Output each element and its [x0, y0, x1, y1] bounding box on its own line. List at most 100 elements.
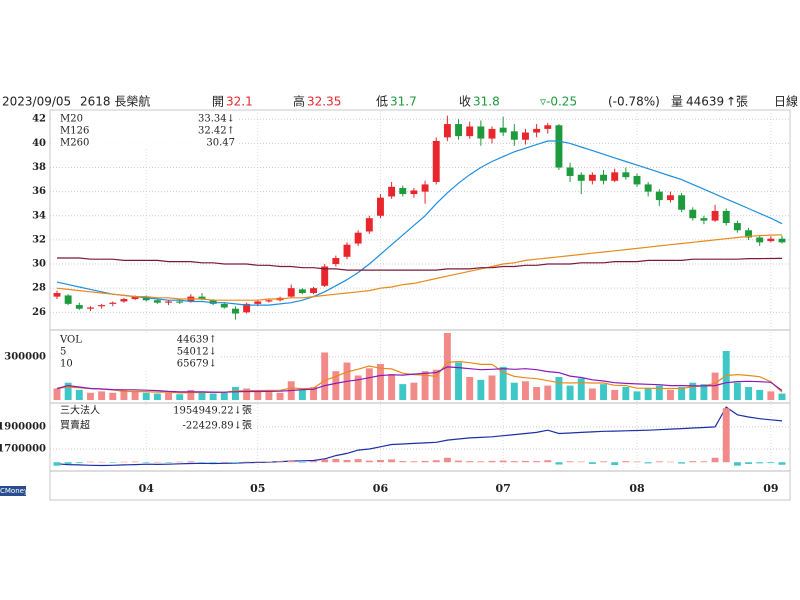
candle-body	[64, 295, 72, 304]
bar	[466, 461, 474, 463]
bar	[611, 462, 619, 466]
bar	[220, 461, 228, 463]
legend-value: 33.34↓	[198, 114, 235, 125]
y-tick-label: 38	[32, 162, 46, 173]
bar	[120, 461, 128, 463]
bar	[577, 378, 585, 400]
bar	[298, 462, 306, 463]
y-tick-label: 1700000	[0, 443, 46, 454]
series-line	[56, 406, 783, 467]
x-tick-label: 05	[250, 482, 265, 495]
bar	[566, 385, 574, 400]
bar	[544, 385, 552, 400]
bar	[689, 382, 697, 400]
candle-body	[611, 172, 619, 181]
x-tick-label: 07	[495, 482, 510, 495]
bar	[522, 381, 529, 400]
low: 31.7	[390, 95, 417, 109]
bar	[176, 394, 184, 400]
bar	[544, 460, 552, 463]
bar	[655, 385, 663, 400]
bar	[131, 461, 139, 463]
bar	[678, 387, 686, 400]
bar	[745, 462, 752, 464]
candle-body	[265, 300, 273, 302]
bar	[722, 408, 730, 463]
label: 開	[212, 95, 224, 109]
bar	[700, 461, 708, 463]
bar	[767, 391, 775, 400]
bar	[667, 461, 674, 463]
x-tick-label: 08	[629, 482, 645, 495]
bar	[98, 391, 106, 400]
bar	[477, 379, 485, 400]
candle-body	[142, 297, 150, 301]
bar	[75, 389, 83, 400]
x-tick-label: 06	[373, 482, 389, 495]
bar	[254, 391, 262, 400]
bar	[600, 461, 607, 463]
bar	[377, 460, 384, 463]
bar	[678, 462, 686, 464]
series-line	[56, 234, 783, 301]
x-tick-label: 09	[763, 482, 778, 495]
bar	[566, 461, 574, 463]
bar	[655, 461, 663, 463]
candle-body	[600, 174, 607, 181]
candle-body	[700, 218, 708, 221]
series-line	[57, 257, 783, 271]
candle-body	[533, 128, 541, 133]
bar	[577, 461, 585, 463]
candle-body	[131, 296, 139, 300]
candle-body	[399, 188, 407, 195]
bar	[432, 369, 440, 400]
bar	[109, 392, 117, 400]
candle-body	[120, 299, 128, 302]
bar	[667, 389, 674, 400]
legend-name: M20	[60, 114, 83, 125]
bar	[87, 461, 94, 463]
bar	[53, 462, 61, 466]
candle-body	[365, 218, 373, 232]
candle-body	[321, 266, 329, 286]
candle-body	[577, 174, 585, 181]
watermark: CMoney	[0, 487, 28, 495]
bar	[488, 375, 496, 400]
bar	[399, 384, 407, 400]
bar	[410, 461, 418, 463]
bar	[198, 391, 206, 400]
candle-body	[778, 238, 786, 243]
candle-body	[298, 289, 306, 294]
bar	[600, 384, 607, 400]
label: 收	[459, 95, 471, 109]
bar	[310, 461, 317, 463]
bar	[711, 372, 719, 400]
candle-body	[544, 125, 552, 129]
high: 32.35	[307, 95, 341, 109]
candle-body	[588, 174, 596, 181]
bar	[53, 388, 61, 400]
candle-body	[443, 124, 451, 138]
candle-body	[254, 301, 262, 304]
bar	[243, 388, 251, 400]
candle-body	[109, 302, 117, 304]
bar	[711, 457, 719, 463]
candle-body	[432, 140, 440, 182]
open: 32.1	[226, 95, 253, 109]
bar	[232, 462, 239, 464]
candle-body	[510, 131, 518, 140]
y-tick-label: 300000	[4, 351, 46, 362]
bar	[321, 352, 329, 400]
bar	[477, 461, 485, 463]
bar	[354, 375, 362, 400]
date: 2023/09/05	[2, 95, 71, 109]
bar	[87, 392, 94, 400]
bar	[165, 392, 172, 400]
candle-body	[165, 301, 172, 303]
candle-body	[75, 305, 83, 309]
bar	[421, 460, 429, 463]
bar	[622, 461, 630, 463]
change-pct: (-0.78%)	[608, 95, 660, 109]
